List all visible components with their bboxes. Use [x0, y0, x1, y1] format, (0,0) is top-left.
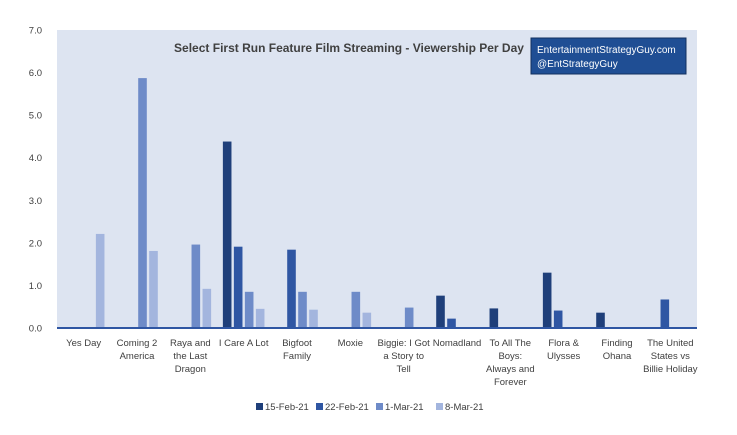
- bar: [362, 312, 372, 328]
- category-label: To All The Boys: Always and Forever: [486, 338, 535, 388]
- bar: [351, 291, 361, 328]
- y-tick-label: 3.0: [29, 196, 42, 207]
- category-label: Coming 2 America: [117, 338, 158, 362]
- legend-label: 1-Mar-21: [385, 402, 424, 413]
- bar: [553, 310, 563, 328]
- bar: [596, 312, 605, 328]
- bar: [436, 295, 445, 328]
- bar: [404, 307, 414, 328]
- y-tick-label: 4.0: [29, 153, 42, 164]
- bar: [298, 291, 307, 328]
- legend-swatch: [316, 403, 323, 410]
- y-tick-label: 2.0: [29, 238, 42, 249]
- legend-swatch: [256, 403, 263, 410]
- category-labels: Yes Day Coming 2 America Raya and the Last Dr…: [66, 338, 698, 388]
- category-label: Yes Day: [66, 338, 101, 349]
- bar: [309, 309, 318, 328]
- bar: [191, 244, 201, 328]
- category-label: Moxie: [338, 338, 363, 349]
- bar: [138, 78, 147, 328]
- bar: [95, 233, 105, 328]
- category-label: Nomadland: [433, 338, 482, 349]
- bar: [222, 141, 232, 328]
- legend-label: 8-Mar-21: [445, 402, 484, 413]
- legend-label: 15-Feb-21: [265, 402, 309, 413]
- y-tick-label: 7.0: [29, 26, 42, 37]
- bar: [255, 308, 265, 328]
- legend-item: 22-Feb-21: [316, 402, 369, 413]
- y-tick-label: 0.0: [29, 324, 42, 335]
- bar: [489, 308, 499, 328]
- category-label: Biggie: I Got a Story to Tell: [378, 338, 431, 375]
- y-tick-label: 6.0: [29, 68, 42, 79]
- y-tick-label: 5.0: [29, 111, 42, 122]
- legend-item: 15-Feb-21: [256, 402, 309, 413]
- legend-swatch: [436, 403, 443, 410]
- bar: [447, 318, 456, 328]
- category-label: I Care A Lot: [219, 338, 269, 349]
- legend-swatch: [376, 403, 383, 410]
- bars: [95, 78, 670, 328]
- callout-line-website: EntertainmentStrategyGuy.com: [537, 45, 676, 56]
- legend: 15-Feb-21 22-Feb-21 1-Mar-21 8-Mar-21: [256, 402, 484, 413]
- bar: [244, 291, 254, 328]
- source-callout: EntertainmentStrategyGuy.com @EntStrateg…: [530, 37, 687, 75]
- callout-box: [530, 37, 687, 75]
- y-axis-ticks: 0.0 1.0 2.0 3.0 4.0 5.0 6.0 7.0: [29, 26, 42, 335]
- bar: [287, 249, 296, 328]
- bar: [149, 250, 158, 328]
- category-label: Flora & Ulysses: [547, 338, 581, 362]
- legend-item: 8-Mar-21: [436, 402, 484, 413]
- callout-line-handle: @EntStrategyGuy: [537, 59, 618, 70]
- chart-title: Select First Run Feature Film Streaming …: [174, 41, 524, 55]
- bar: [660, 299, 670, 328]
- bar: [542, 272, 552, 328]
- category-label: The United States vs Billie Holiday: [643, 338, 698, 375]
- plot-area: [57, 30, 697, 328]
- bar: [233, 246, 243, 328]
- bar: [202, 288, 212, 328]
- category-label: Bigfoot Family: [282, 338, 312, 362]
- category-label: Raya and the Last Dragon: [170, 338, 211, 375]
- category-label: Finding Ohana: [601, 338, 632, 362]
- legend-label: 22-Feb-21: [325, 402, 369, 413]
- legend-item: 1-Mar-21: [376, 402, 424, 413]
- y-tick-label: 1.0: [29, 281, 42, 292]
